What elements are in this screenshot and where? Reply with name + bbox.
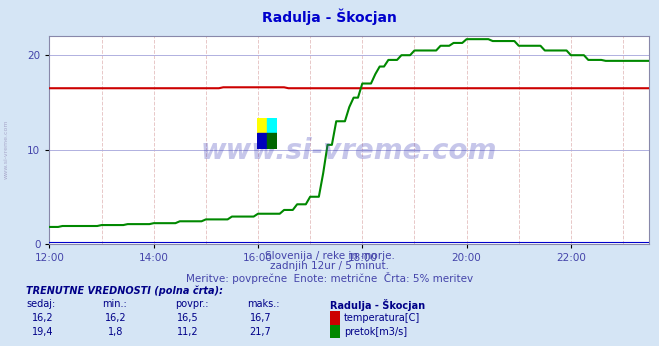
Bar — [257, 133, 267, 149]
Text: TRENUTNE VREDNOSTI (polna črta):: TRENUTNE VREDNOSTI (polna črta): — [26, 285, 223, 296]
Bar — [257, 118, 267, 133]
Text: maks.:: maks.: — [247, 299, 279, 309]
Text: 16,2: 16,2 — [32, 313, 53, 323]
Bar — [267, 133, 277, 149]
Text: www.si-vreme.com: www.si-vreme.com — [4, 119, 9, 179]
Text: 1,8: 1,8 — [107, 327, 123, 337]
Text: 11,2: 11,2 — [177, 327, 198, 337]
Text: temperatura[C]: temperatura[C] — [344, 313, 420, 323]
Text: Slovenija / reke in morje.: Slovenija / reke in morje. — [264, 251, 395, 261]
Bar — [267, 118, 277, 133]
Text: Meritve: povprečne  Enote: metrične  Črta: 5% meritev: Meritve: povprečne Enote: metrične Črta:… — [186, 272, 473, 284]
Text: zadnjih 12ur / 5 minut.: zadnjih 12ur / 5 minut. — [270, 261, 389, 271]
Text: min.:: min.: — [102, 299, 127, 309]
Text: Radulja - Škocjan: Radulja - Škocjan — [330, 299, 424, 311]
Text: pretok[m3/s]: pretok[m3/s] — [344, 327, 407, 337]
Text: 21,7: 21,7 — [249, 327, 272, 337]
Text: sedaj:: sedaj: — [26, 299, 55, 309]
Text: www.si-vreme.com: www.si-vreme.com — [201, 137, 498, 164]
Text: 16,2: 16,2 — [105, 313, 126, 323]
Text: povpr.:: povpr.: — [175, 299, 208, 309]
Text: 16,5: 16,5 — [177, 313, 198, 323]
Text: 16,7: 16,7 — [250, 313, 271, 323]
Text: Radulja - Škocjan: Radulja - Škocjan — [262, 9, 397, 25]
Text: 19,4: 19,4 — [32, 327, 53, 337]
